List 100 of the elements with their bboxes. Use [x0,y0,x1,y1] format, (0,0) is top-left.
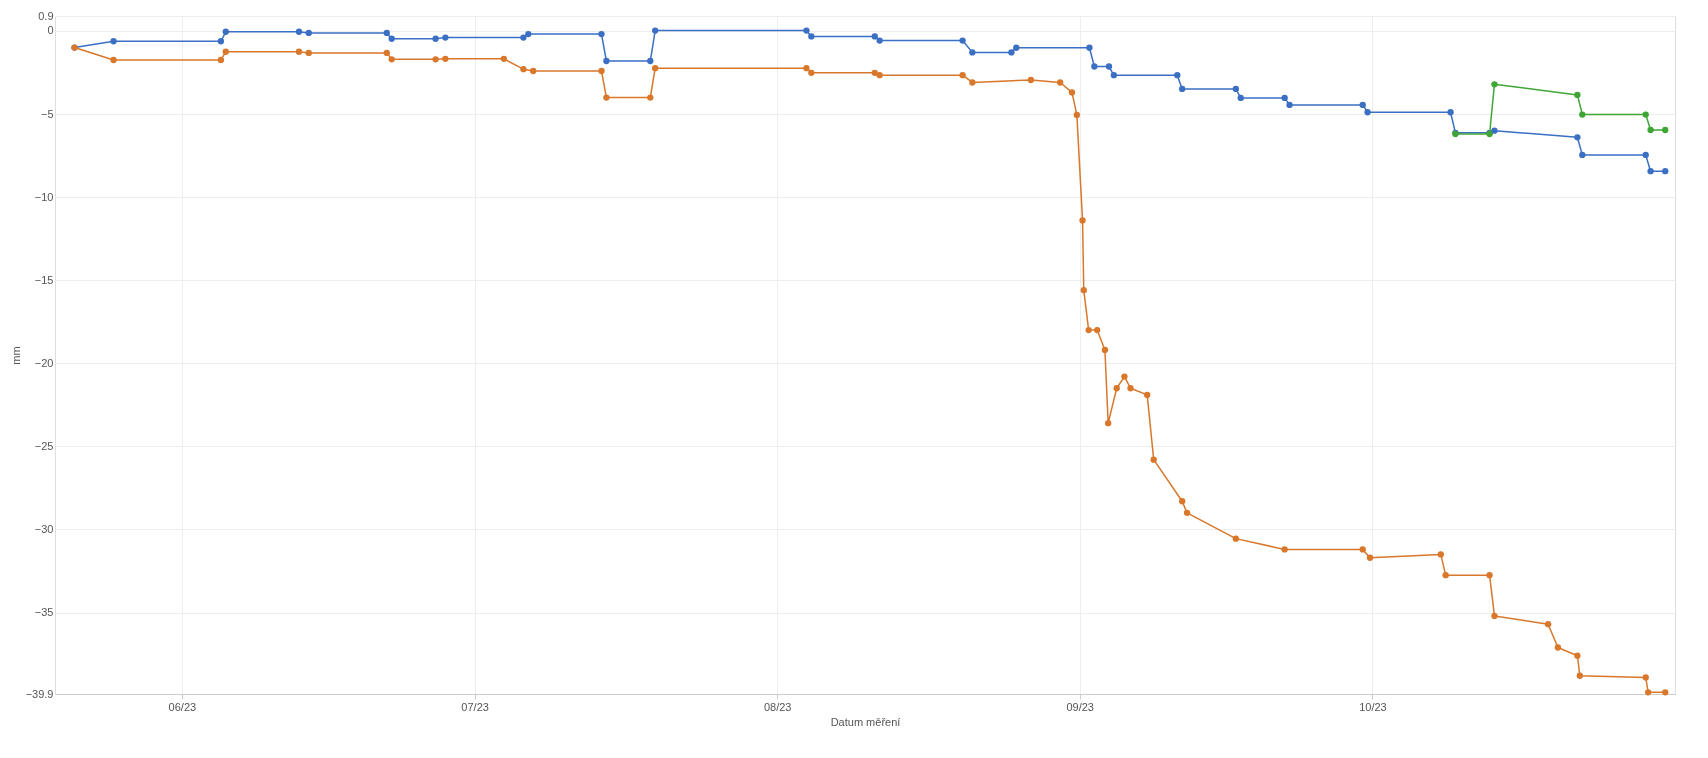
point [1110,72,1118,79]
point [520,34,527,41]
point [432,56,439,63]
point [1491,612,1498,620]
point [388,35,395,42]
point [1579,151,1586,159]
point [1232,85,1240,93]
point [876,72,883,79]
point [1442,572,1449,579]
y-tick-label: −20 [34,356,54,369]
point [808,69,815,76]
point [222,28,229,35]
point [1491,81,1498,88]
point [110,38,117,45]
point [1080,287,1087,294]
point [1662,689,1669,696]
point [969,79,976,86]
point [1183,509,1191,517]
point [647,57,654,65]
point [598,30,605,38]
x-tick-label: 06/23 [168,700,197,713]
point [305,29,312,37]
point [1101,346,1109,354]
point [1113,385,1120,392]
point [525,30,532,38]
x-tick-label: 08/23 [763,700,792,713]
point [1662,168,1669,175]
point [808,33,815,40]
point [1086,44,1093,51]
point [1366,554,1374,561]
point [1486,572,1493,579]
x-tick-label: 10/23 [1359,700,1387,713]
point [969,49,976,56]
point [1359,546,1366,553]
y-tick-label: −39.9 [25,687,54,700]
y-tick-label: 0 [47,24,54,37]
point [1574,91,1581,99]
point [1647,168,1654,175]
point [1447,109,1454,116]
point [1574,134,1581,141]
point [803,27,810,34]
y-tick-label: −25 [34,439,54,452]
point [871,69,878,76]
point [1073,111,1081,119]
point [1008,49,1015,56]
point [432,35,439,42]
point [1647,126,1654,134]
point [1642,151,1649,159]
point [1127,385,1134,392]
point [217,38,225,45]
point [1642,111,1649,118]
point [442,55,449,63]
point [603,57,610,65]
point [1013,44,1020,51]
y-tick-label: −10 [34,190,54,203]
point [500,55,508,63]
point [652,27,659,34]
point [1105,419,1112,427]
point [295,48,303,55]
point [217,56,225,64]
point [1576,672,1584,679]
point [803,65,810,72]
point [1554,644,1562,651]
point [295,28,303,35]
y-tick-label: −5 [40,107,54,120]
point [222,48,229,55]
point [1057,79,1064,86]
point [1105,63,1113,70]
point [1642,674,1649,681]
point [1094,326,1101,334]
point [1544,621,1552,628]
point [603,94,610,101]
point [1121,373,1128,380]
point [1579,111,1586,118]
x-tick-label: 07/23 [461,700,489,713]
point [1662,126,1669,134]
point [1574,652,1581,659]
point [383,49,390,57]
point [520,66,527,73]
point [1491,127,1498,134]
point [110,56,117,64]
y-axis-title: mm [9,346,22,365]
point [1237,94,1244,102]
y-tick-label: −15 [34,273,54,286]
point [1068,89,1076,96]
point [1232,535,1240,542]
point [876,37,883,44]
point [305,49,312,57]
point [959,72,966,79]
x-tick-label: 09/23 [1066,700,1094,713]
point [1027,76,1035,84]
point [1179,85,1186,93]
point [1174,72,1181,79]
y-tick-label: 0.9 [38,9,54,22]
point [1150,456,1157,463]
point [1085,326,1092,334]
point [383,29,390,37]
point [442,34,449,41]
point [647,94,654,101]
point [1437,551,1444,558]
